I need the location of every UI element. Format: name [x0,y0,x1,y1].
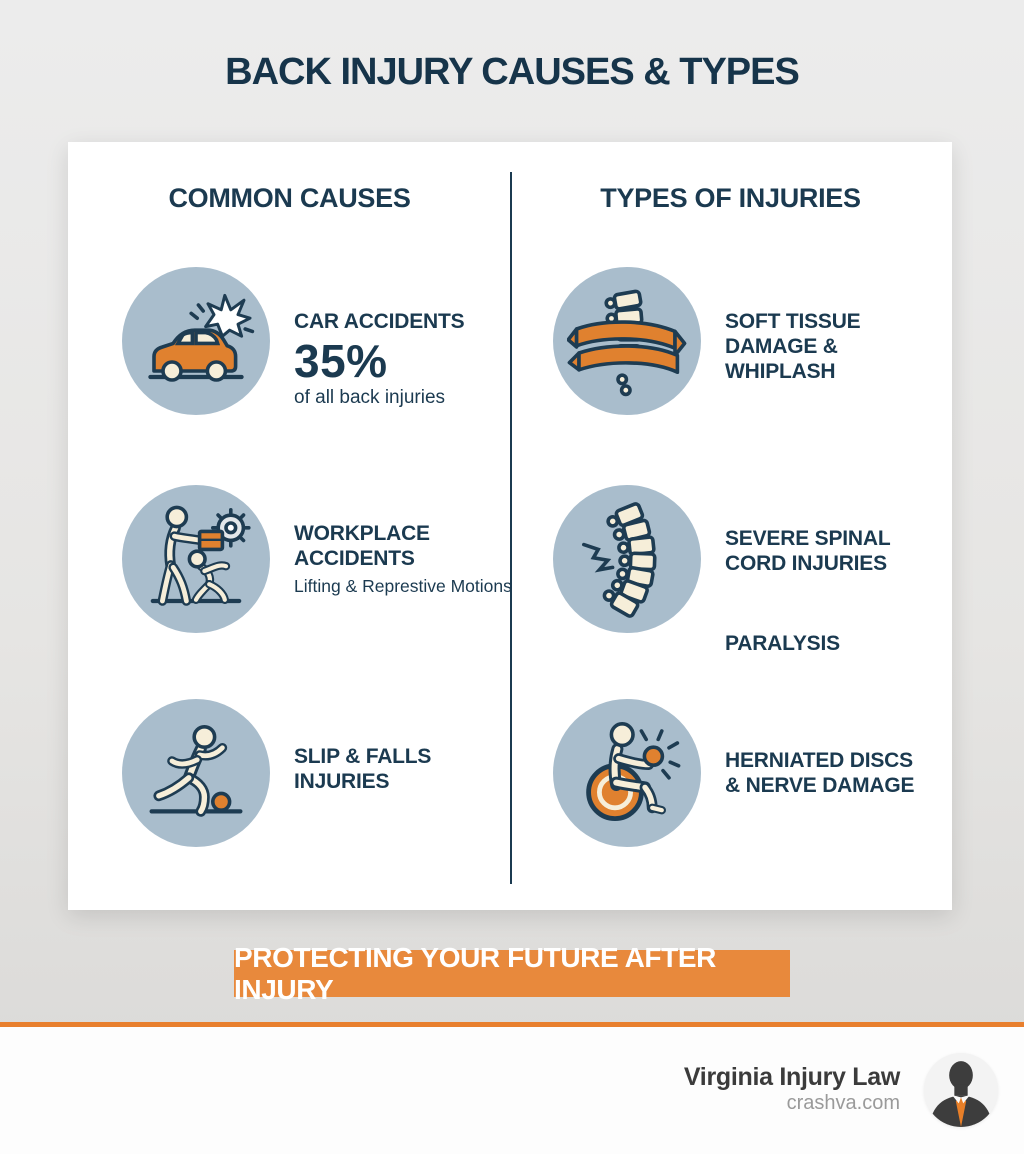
column-divider [510,172,512,884]
item-title: HERNIATED DISCS & NERVE DAMAGE [725,749,915,797]
soft-tissue-icon [553,267,701,415]
item-stat: 35% [294,335,388,387]
content-card: COMMON CAUSES TYPES OF INJURIES [68,142,952,910]
item-title: SLIP & FALLS INJURIES [294,745,432,793]
spinal-cord-icon [553,485,701,633]
person-silhouette-icon [924,1053,998,1127]
workplace-accident-icon [122,485,270,633]
divider-rule [0,1022,1024,1027]
causes-column-header: COMMON CAUSES [168,183,411,213]
list-item: CAR ACCIDENTS 35% of all back injuries [122,267,524,415]
list-item: SOFT TISSUE DAMAGE & WHIPLASH [553,267,955,415]
herniated-disc-icon [553,699,701,847]
item-extra-label: PARALYSIS [725,632,840,655]
page-title: BACK INJURY CAUSES & TYPES [225,51,800,93]
item-title: SEVERE SPINAL CORD INJURIES [725,527,891,575]
website-url: crashva.com [786,1092,900,1114]
brand-name: Virginia Injury Law [683,1063,900,1091]
brand-block: Virginia Injury Law crashva.com [684,1063,900,1115]
footer: Virginia Injury Law crashva.com [0,1027,1024,1154]
item-caption: Lifting & Represtive Motions [294,576,512,596]
car-accident-icon [122,267,270,415]
item-title: CAR ACCIDENTS [294,310,465,333]
list-item: SEVERE SPINAL CORD INJURIES PARALYSIS [553,485,955,656]
item-title: SOFT TISSUE DAMAGE & WHIPLASH [725,310,861,383]
item-title: WORKPLACE ACCIDENTS [294,522,430,570]
banner-label: PROTECTING YOUR FUTURE AFTER INJURY [234,941,716,1005]
list-item: SLIP & FALLS INJURIES [122,699,524,847]
slip-and-fall-icon [122,699,270,847]
injuries-column-header: TYPES OF INJURIES [600,183,861,213]
list-item: HERNIATED DISCS & NERVE DAMAGE [553,699,955,847]
banner: PROTECTING YOUR FUTURE AFTER INJURY [234,942,790,1005]
list-item: WORKPLACE ACCIDENTS Lifting & Represtive… [122,485,524,633]
item-stat-caption: of all back injuries [294,387,446,408]
